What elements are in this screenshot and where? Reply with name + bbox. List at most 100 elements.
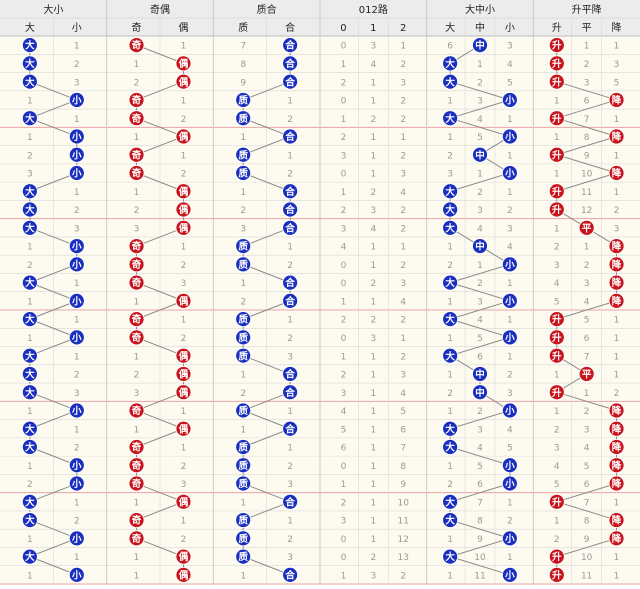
miss-count: 1 — [74, 42, 80, 52]
hit-label: 降 — [612, 295, 622, 307]
miss-count: 1 — [554, 224, 560, 234]
miss-count: 1 — [287, 517, 293, 527]
trend-line — [136, 483, 184, 503]
miss-count: 3 — [370, 571, 376, 581]
hit-label: 偶 — [179, 186, 189, 198]
column-header-2-1: 合 — [285, 21, 295, 34]
hit-label: 合 — [285, 569, 295, 581]
hit-marker — [235, 402, 252, 419]
hit-label: 偶 — [179, 569, 189, 581]
miss-count: 1 — [614, 188, 620, 198]
miss-count: 3 — [507, 389, 513, 399]
hit-marker — [235, 347, 252, 364]
miss-count: 1 — [287, 243, 293, 253]
column-header-5-0: 升 — [552, 22, 562, 34]
hit-label: 奇 — [132, 168, 142, 180]
miss-count: 0 — [341, 42, 347, 52]
hit-marker — [548, 311, 565, 328]
hit-marker — [21, 219, 38, 236]
hit-marker — [68, 530, 85, 547]
miss-count: 1 — [614, 316, 620, 326]
miss-count: 1 — [240, 133, 246, 143]
trend-line — [243, 556, 291, 576]
miss-count: 2 — [134, 206, 140, 216]
miss-count: 1 — [554, 371, 560, 381]
miss-count: 10 — [581, 170, 593, 180]
hit-label: 中 — [475, 40, 485, 52]
hit-marker — [21, 183, 38, 200]
miss-count: 6 — [477, 480, 483, 490]
hit-label: 合 — [285, 496, 295, 508]
miss-count: 3 — [74, 78, 80, 88]
miss-count: 4 — [477, 316, 483, 326]
miss-count: 11 — [397, 517, 408, 527]
hit-marker — [548, 183, 565, 200]
hit-label: 奇 — [132, 460, 142, 472]
hit-marker — [128, 530, 145, 547]
trend-line — [449, 282, 511, 302]
miss-count: 1 — [447, 243, 453, 253]
column-header-3-1: 1 — [370, 23, 376, 34]
hit-marker — [21, 420, 38, 437]
miss-count: 1 — [181, 97, 187, 107]
trend-line — [449, 446, 511, 466]
miss-count: 10 — [581, 553, 593, 563]
miss-count: 0 — [341, 97, 347, 107]
hit-marker — [442, 311, 459, 328]
miss-count: 4 — [400, 389, 406, 399]
miss-count: 2 — [74, 444, 80, 454]
miss-count: 7 — [477, 498, 483, 508]
miss-count: 1 — [614, 571, 620, 581]
trend-line — [556, 391, 617, 411]
hit-label: 质 — [238, 405, 248, 417]
miss-count: 1 — [447, 462, 453, 472]
miss-count: 1 — [370, 97, 376, 107]
hit-marker — [235, 530, 252, 547]
hit-label: 降 — [612, 131, 622, 143]
hit-label: 大 — [445, 76, 455, 88]
miss-count: 1 — [370, 243, 376, 253]
miss-count: 1 — [584, 389, 590, 399]
miss-count: 2 — [447, 480, 453, 490]
miss-count: 1 — [341, 60, 347, 70]
hit-label: 质 — [238, 533, 248, 545]
miss-count: 7 — [400, 444, 406, 454]
miss-count: 3 — [27, 170, 33, 180]
hit-marker — [548, 548, 565, 565]
trend-line — [449, 81, 511, 101]
hit-marker — [21, 548, 38, 565]
trend-line — [136, 172, 184, 192]
miss-count: 4 — [400, 297, 406, 307]
hit-label: 奇 — [132, 241, 142, 253]
hit-label: 大 — [25, 222, 35, 234]
trend-line — [449, 300, 511, 320]
hit-marker — [235, 256, 252, 273]
miss-count: 4 — [507, 243, 513, 253]
hit-label: 偶 — [179, 369, 189, 381]
hit-label: 质 — [238, 515, 248, 527]
miss-count: 2 — [477, 188, 483, 198]
hit-label: 大 — [445, 551, 455, 563]
miss-count: 1 — [27, 243, 33, 253]
miss-count: 1 — [341, 352, 347, 362]
hit-marker — [68, 256, 85, 273]
trend-line — [29, 81, 77, 101]
miss-count: 3 — [584, 279, 590, 289]
miss-count: 5 — [341, 425, 347, 435]
trend-line — [556, 483, 617, 503]
hit-marker — [21, 201, 38, 218]
miss-count: 1 — [400, 133, 406, 143]
hit-label: 小 — [504, 533, 515, 545]
miss-count: 2 — [400, 206, 406, 216]
hit-label: 大 — [25, 58, 35, 70]
miss-count: 1 — [74, 352, 80, 362]
hit-label: 降 — [612, 95, 622, 107]
hit-label: 大 — [25, 277, 35, 289]
hit-label: 质 — [238, 149, 248, 161]
miss-count: 2 — [287, 462, 293, 472]
group-title-3: 012路 — [359, 3, 388, 16]
miss-count: 1 — [370, 407, 376, 417]
hit-label: 平 — [582, 223, 592, 234]
miss-count: 8 — [584, 517, 590, 527]
miss-count: 1 — [370, 535, 376, 545]
